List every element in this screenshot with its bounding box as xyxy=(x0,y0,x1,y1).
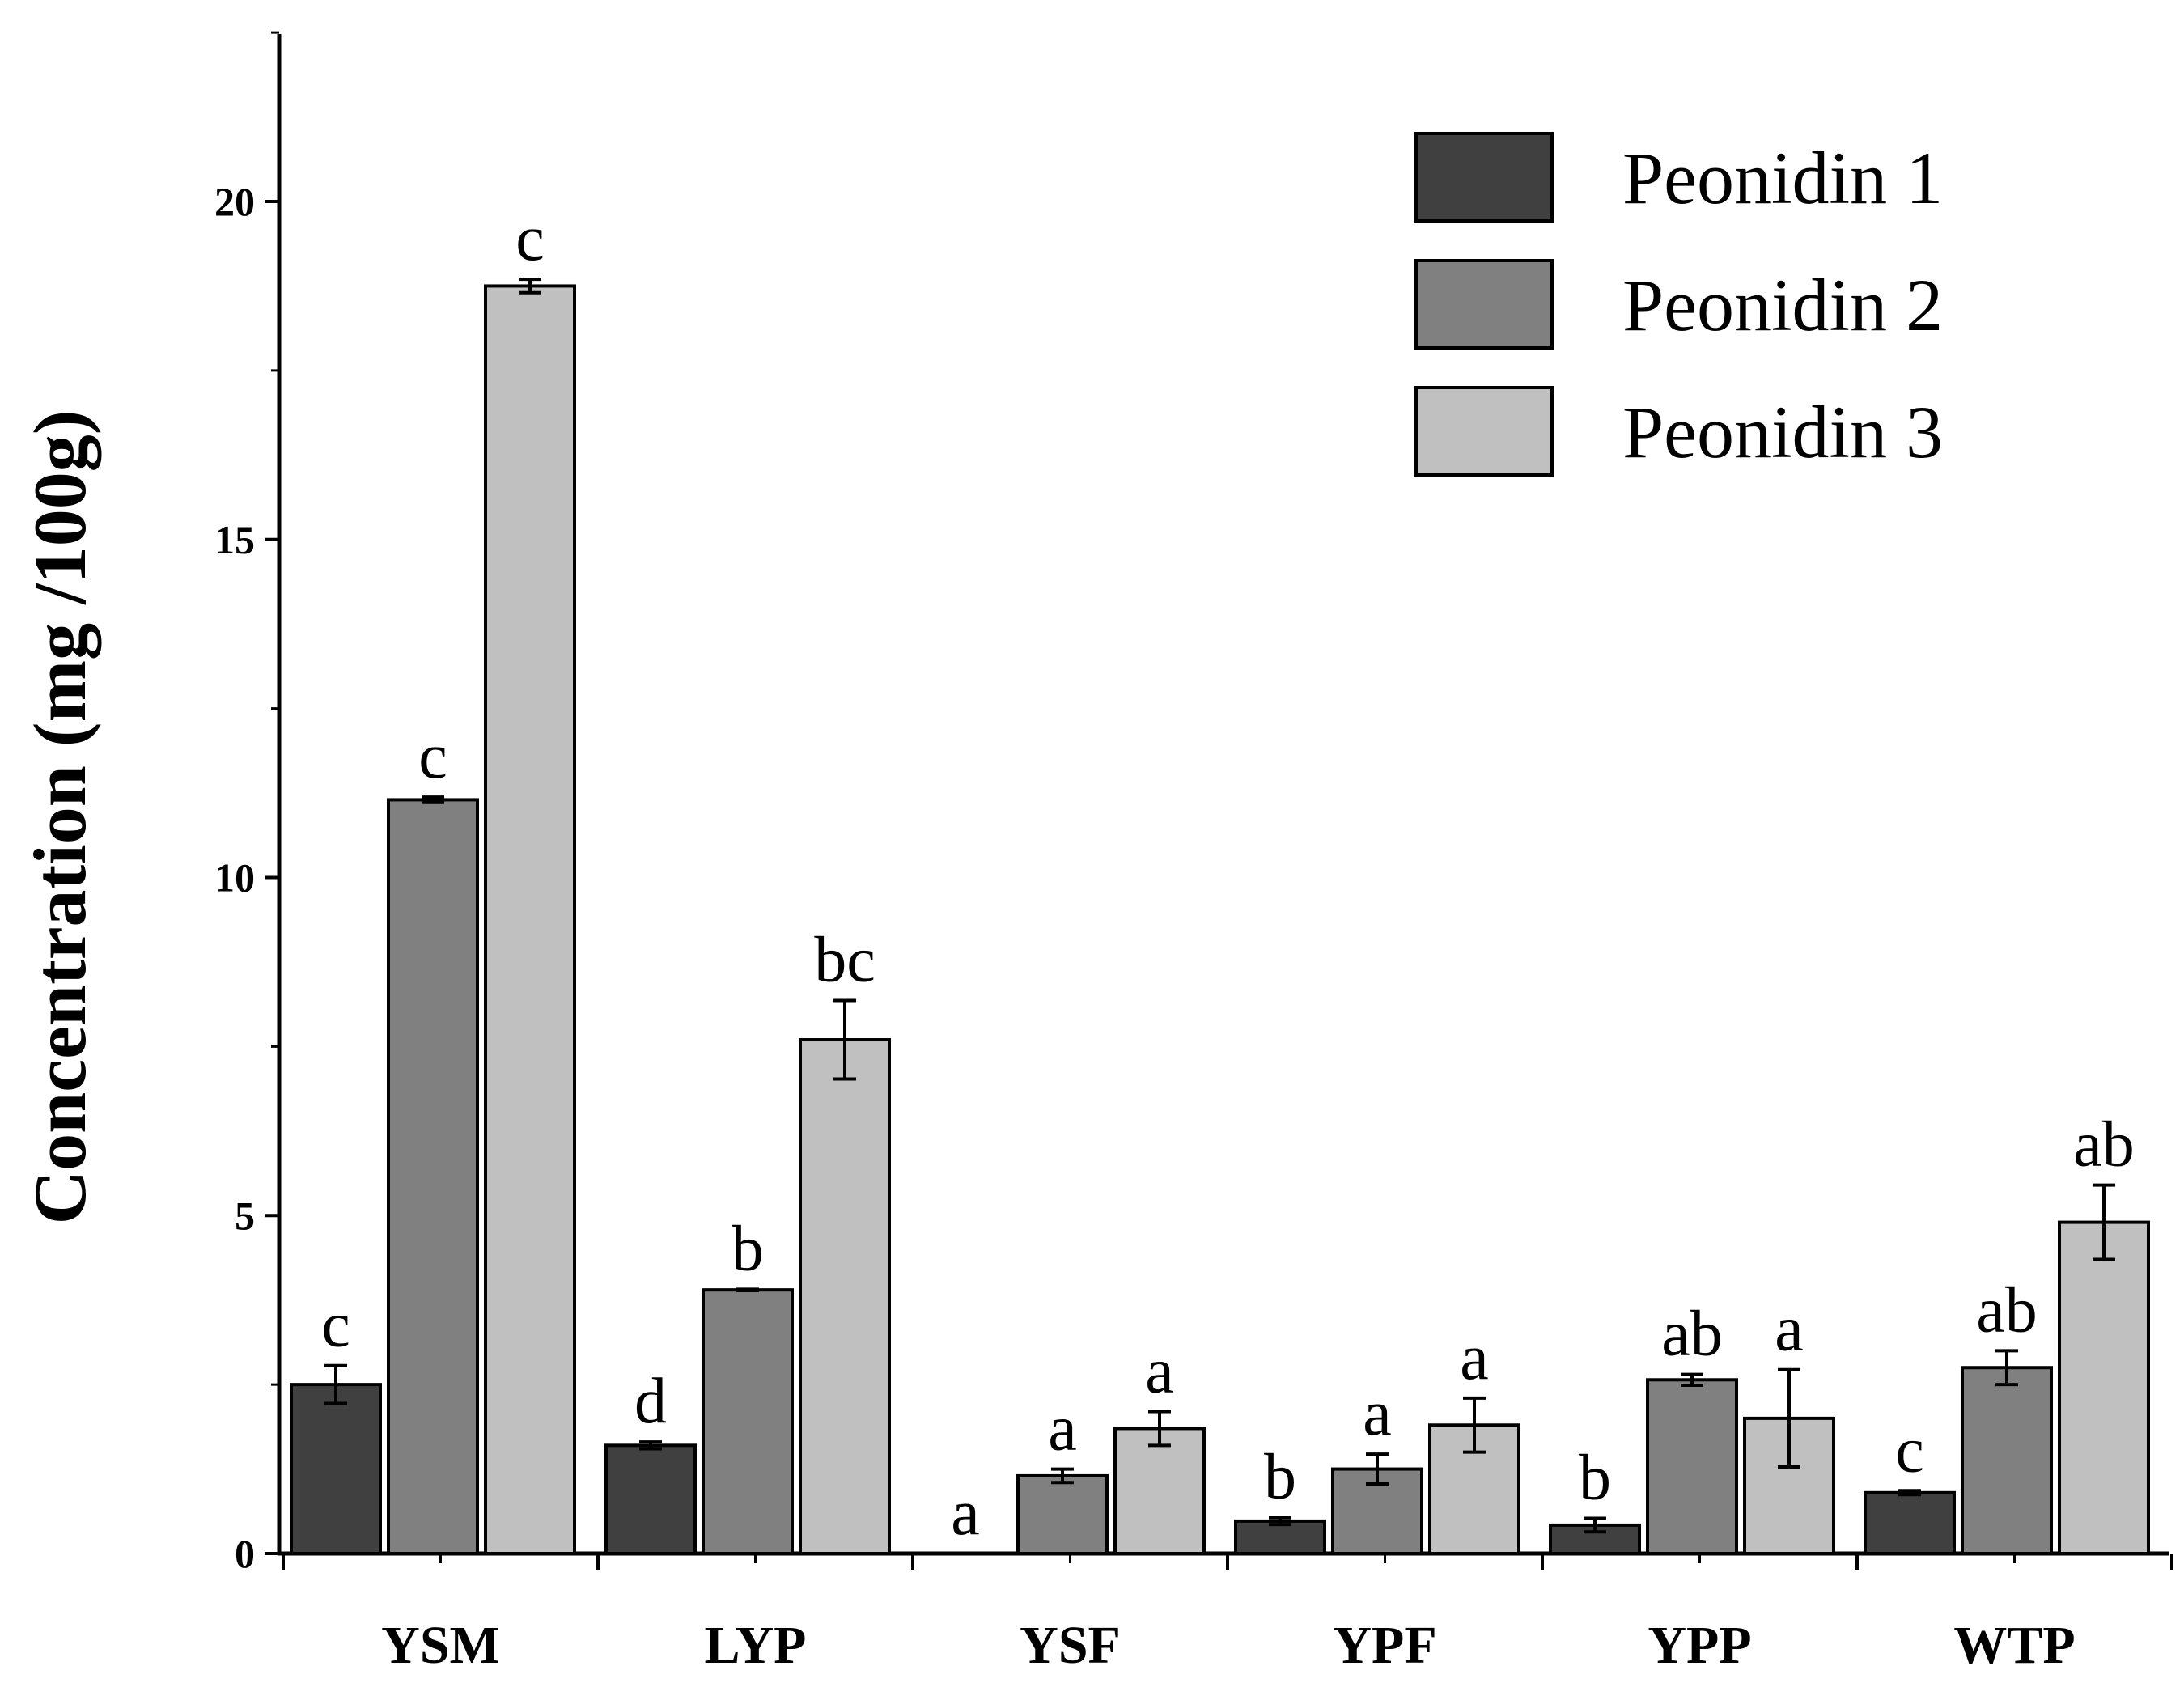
significance-label: ab xyxy=(1976,1274,2038,1346)
y-tick-label: 0 xyxy=(235,1531,255,1576)
bar xyxy=(1646,1378,1738,1555)
significance-label: ab xyxy=(1661,1299,1723,1370)
significance-label: b xyxy=(1264,1442,1296,1513)
y-tick-label: 20 xyxy=(214,179,255,224)
significance-label: a xyxy=(1460,1322,1489,1393)
significance-label: a xyxy=(951,1477,980,1549)
bar xyxy=(1016,1473,1109,1555)
axes: 0 5 10 15 20 YSM LYP YSF YPF YPP WTP xyxy=(214,31,2173,1675)
x-category-label: YPF xyxy=(1333,1616,1436,1675)
legend-swatch xyxy=(1414,259,1554,350)
bar xyxy=(702,1288,794,1556)
y-tick-label: 5 xyxy=(235,1193,255,1238)
legend-swatch xyxy=(1414,132,1554,223)
x-category-label: LYP xyxy=(705,1616,807,1675)
y-tick-label: 15 xyxy=(214,517,255,562)
legend: Peonidin 1 Peonidin 2 Peonidin 3 xyxy=(1414,132,1943,477)
legend-label: Peonidin 3 xyxy=(1622,391,1943,473)
bar xyxy=(1113,1427,1206,1555)
significance-label: bc xyxy=(814,925,876,996)
x-category-label: WTP xyxy=(1953,1616,2075,1675)
bar xyxy=(290,1383,382,1555)
significance-label: a xyxy=(1775,1294,1804,1365)
bar xyxy=(604,1443,697,1555)
bar xyxy=(1234,1519,1326,1555)
legend-label: Peonidin 2 xyxy=(1622,264,1943,346)
significance-label: b xyxy=(1579,1443,1611,1514)
bars xyxy=(290,278,2150,1556)
significance-label: c xyxy=(418,721,447,792)
significance-label: b xyxy=(732,1213,764,1284)
bar xyxy=(2058,1220,2150,1555)
significance-label: ab xyxy=(2073,1109,2135,1181)
bar xyxy=(484,284,576,1555)
y-axis-title: Concentration (mg /100g) xyxy=(19,410,101,1225)
bar xyxy=(1961,1366,2053,1556)
x-category-label: YSM xyxy=(381,1616,500,1675)
significance-label: a xyxy=(1145,1336,1174,1407)
significance-label: a xyxy=(1363,1378,1392,1449)
y-tick-label: 10 xyxy=(214,855,255,901)
significance-label: c xyxy=(321,1290,350,1361)
bar xyxy=(1864,1490,1956,1556)
bar xyxy=(799,1038,891,1555)
significance-label: c xyxy=(515,203,545,274)
bar xyxy=(387,798,479,1555)
significance-label: a xyxy=(1048,1393,1077,1465)
significance-label: d xyxy=(634,1366,667,1437)
legend-label: Peonidin 1 xyxy=(1622,137,1943,219)
legend-swatch xyxy=(1414,386,1554,477)
significance-label: c xyxy=(1895,1414,1924,1486)
x-category-label: YSF xyxy=(1020,1616,1121,1675)
x-category-label: YPP xyxy=(1648,1616,1751,1675)
